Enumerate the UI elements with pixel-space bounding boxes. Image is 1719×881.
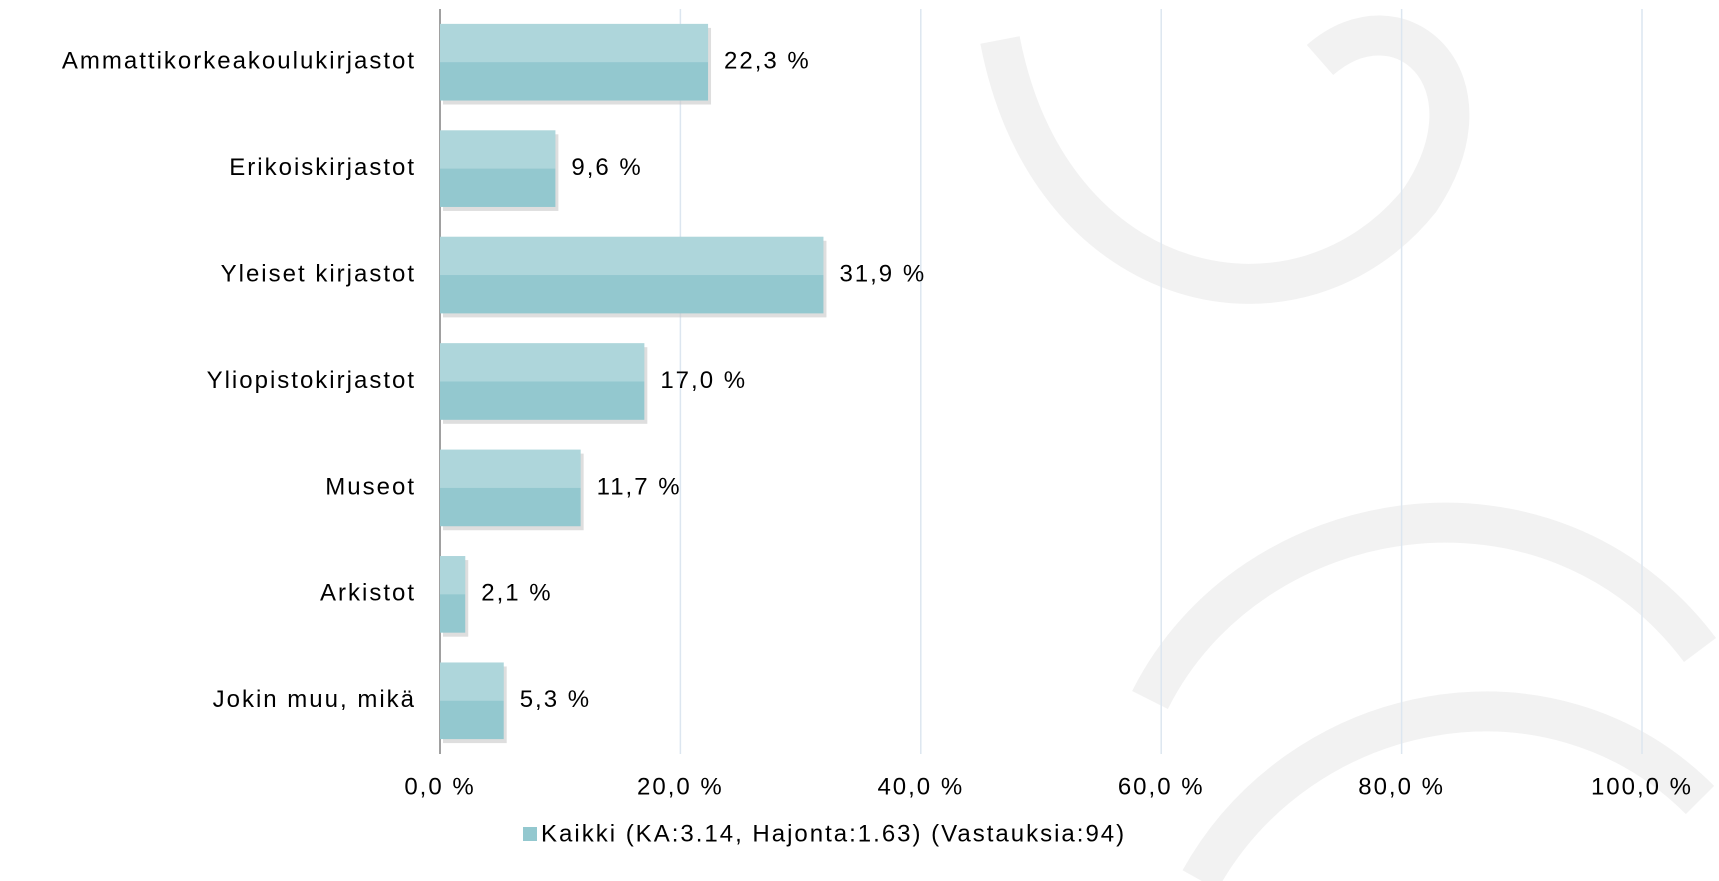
- data-label: 2,1 %: [481, 580, 552, 607]
- x-tick-label: 20,0 %: [637, 773, 724, 800]
- y-tick-label: Yliopistokirjastot: [207, 367, 416, 394]
- bar-highlight: [440, 556, 465, 594]
- x-tick-label: 40,0 %: [877, 773, 964, 800]
- y-tick-label: Yleiset kirjastot: [221, 260, 416, 287]
- x-tick-label: 100,0 %: [1591, 773, 1693, 800]
- bar-highlight: [440, 24, 708, 62]
- y-tick-label: Museot: [325, 473, 416, 500]
- x-tick-label: 60,0 %: [1118, 773, 1205, 800]
- legend-label: Kaikki (KA:3.14, Hajonta:1.63) (Vastauks…: [541, 820, 1126, 847]
- data-label: 22,3 %: [724, 48, 811, 75]
- y-tick-label: Ammattikorkeakoulukirjastot: [62, 48, 416, 75]
- chart: 0,0 % 20,0 % 40,0 % 60,0 % 80,0 % 100,0 % Amma…: [0, 0, 1719, 881]
- bar-highlight: [440, 662, 504, 700]
- bar-highlight: [440, 343, 644, 381]
- y-tick-label: Jokin muu, mikä: [213, 686, 416, 713]
- legend-swatch: [523, 827, 537, 841]
- data-label: 9,6 %: [571, 154, 642, 181]
- data-label: 31,9 %: [839, 260, 926, 287]
- x-tick-label: 0,0 %: [404, 773, 475, 800]
- y-tick-label: Erikoiskirjastot: [229, 154, 416, 181]
- bar-highlight: [440, 450, 581, 488]
- x-tick-label: 80,0 %: [1358, 773, 1445, 800]
- y-tick-label: Arkistot: [320, 580, 416, 607]
- bar-highlight: [440, 130, 555, 168]
- data-label: 5,3 %: [520, 686, 591, 713]
- background-swirl: [1000, 35, 1700, 880]
- bar-highlight: [440, 237, 823, 275]
- data-label: 17,0 %: [660, 367, 747, 394]
- data-label: 11,7 %: [597, 473, 682, 500]
